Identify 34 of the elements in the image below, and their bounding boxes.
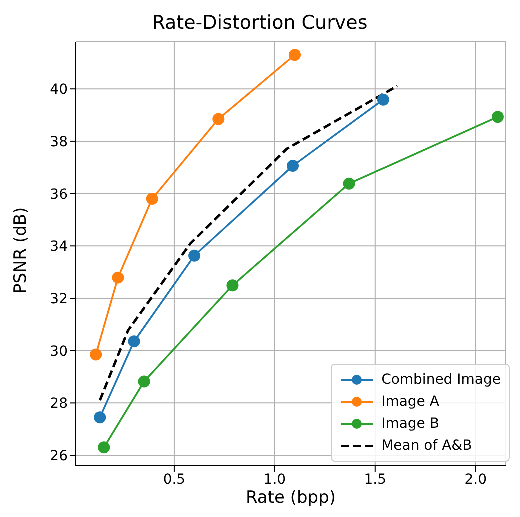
y-tick-label: 32 xyxy=(50,291,68,308)
y-axis-title: PSNR (dB) xyxy=(11,207,32,294)
legend-label: Image B xyxy=(382,416,440,432)
point xyxy=(212,113,225,126)
legend-label: Image A xyxy=(382,394,440,410)
point xyxy=(94,412,106,424)
y-tick-label: 38 xyxy=(50,134,68,150)
point xyxy=(343,178,356,190)
y-tick-label: 28 xyxy=(50,396,68,412)
x-tick-label: 1.0 xyxy=(264,472,286,488)
point xyxy=(226,280,239,292)
y-tick-label: 40 xyxy=(50,82,68,98)
point xyxy=(287,160,300,172)
legend-label: Combined Image xyxy=(382,372,501,388)
x-axis-title: Rate (bpp) xyxy=(246,488,336,508)
x-tick-label: 2.0 xyxy=(464,472,487,488)
y-tick-label: 26 xyxy=(50,448,68,464)
y-tick-label: 36 xyxy=(50,186,68,203)
point xyxy=(492,111,504,124)
point xyxy=(112,272,124,284)
x-tick-label: 1.5 xyxy=(364,472,387,488)
y-tick-label: 34 xyxy=(50,239,68,256)
point xyxy=(289,49,302,62)
point xyxy=(146,193,158,206)
point xyxy=(377,94,390,106)
chart-title: Rate-Distortion Curves xyxy=(151,11,369,36)
point xyxy=(138,376,150,388)
point xyxy=(188,250,201,262)
point xyxy=(98,442,110,454)
legend-label: Mean of A&B xyxy=(382,438,472,454)
point xyxy=(90,348,102,361)
y-tick-label: 30 xyxy=(50,344,68,360)
x-tick-label: 0.5 xyxy=(163,472,186,488)
point xyxy=(128,336,140,348)
